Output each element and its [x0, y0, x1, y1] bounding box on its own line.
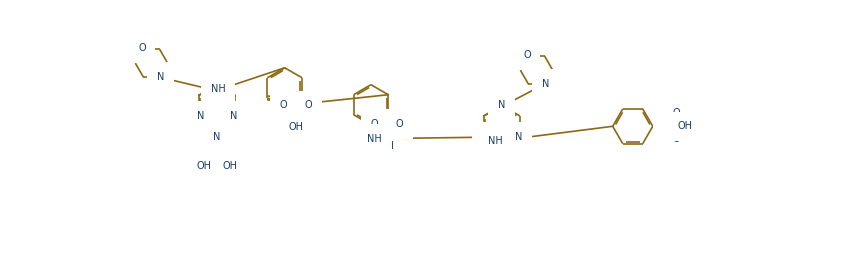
Text: S: S	[293, 107, 300, 117]
Text: O: O	[305, 100, 312, 110]
Text: NH: NH	[488, 136, 502, 145]
Text: N: N	[213, 79, 221, 89]
Text: N: N	[157, 72, 164, 82]
Text: N: N	[197, 111, 205, 121]
Text: NH: NH	[367, 134, 382, 144]
Text: OH: OH	[288, 122, 303, 132]
Text: NH: NH	[211, 84, 226, 94]
Text: O: O	[672, 108, 680, 118]
Text: OH: OH	[223, 161, 237, 171]
Text: S: S	[383, 125, 390, 135]
Text: O: O	[395, 119, 403, 129]
Text: N: N	[542, 79, 549, 89]
Text: O: O	[280, 100, 288, 110]
Text: S: S	[663, 121, 670, 131]
Text: N: N	[482, 132, 489, 142]
Text: O: O	[371, 119, 378, 129]
Text: OH: OH	[379, 140, 395, 150]
Text: O: O	[138, 43, 146, 53]
Text: N: N	[498, 100, 506, 110]
Text: O: O	[523, 50, 531, 60]
Text: OH: OH	[196, 161, 211, 171]
Text: N: N	[514, 132, 522, 142]
Text: O: O	[672, 134, 680, 144]
Text: N: N	[213, 132, 221, 142]
Text: OH: OH	[678, 121, 693, 131]
Text: N: N	[229, 111, 237, 121]
